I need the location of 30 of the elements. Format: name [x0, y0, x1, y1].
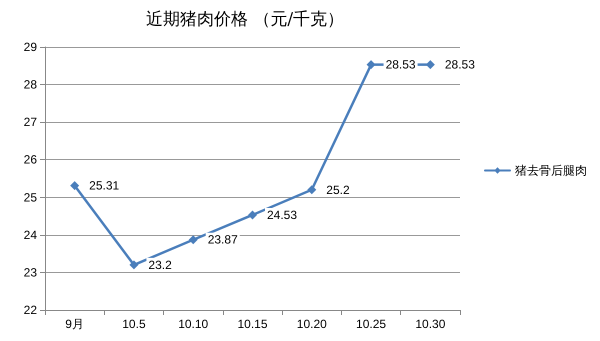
data-label: 28.53: [386, 58, 416, 72]
legend-label: 猪去骨后腿肉: [515, 164, 587, 178]
x-tick-label: 10.10: [178, 317, 209, 331]
data-label: 25.31: [89, 178, 120, 193]
point: [426, 60, 435, 70]
y-tick-label: 25: [24, 190, 38, 204]
point: [129, 260, 138, 270]
y-tick-label: 26: [24, 152, 38, 167]
x-tick-label: 10.20: [296, 317, 328, 331]
point: [248, 210, 257, 220]
data-label: 23.87: [208, 232, 238, 247]
chart-title: 近期猪肉价格 （元/千克）: [146, 10, 344, 30]
y-tick-label: 23: [24, 265, 38, 280]
point: [307, 185, 316, 194]
data-label: 23.2: [148, 258, 172, 272]
y-tick-label: 29: [24, 40, 38, 54]
data-label: 25.2: [326, 182, 350, 197]
point: [188, 235, 198, 244]
data-label: 24.53: [267, 208, 298, 222]
data-label: 28.53: [444, 58, 476, 72]
y-tick-label: 22: [24, 303, 38, 317]
x-tick-label: 10.15: [237, 317, 268, 331]
x-tick-label: 10.25: [356, 317, 386, 331]
y-tick-label: 24: [24, 228, 38, 242]
x-tick-label: 9月: [65, 317, 84, 331]
y-tick-label: 28: [24, 78, 38, 92]
point: [70, 181, 80, 190]
y-tick-label: 27: [24, 115, 38, 130]
x-tick-label: 10.30: [415, 317, 446, 331]
x-tick-label: 10.5: [122, 317, 146, 331]
